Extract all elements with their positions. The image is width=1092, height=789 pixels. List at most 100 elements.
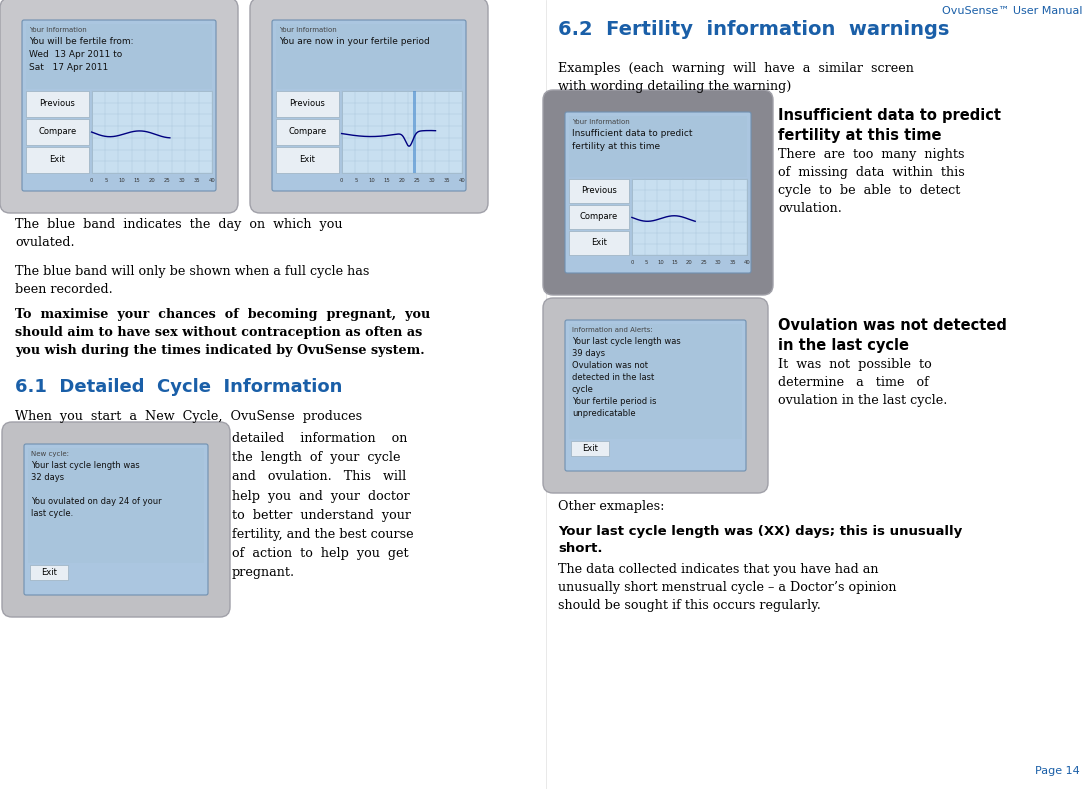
- Text: 15: 15: [133, 178, 140, 183]
- Text: 35: 35: [729, 260, 736, 265]
- Text: Ovulation was not: Ovulation was not: [572, 361, 648, 370]
- Text: 15: 15: [383, 178, 390, 183]
- Text: 25: 25: [414, 178, 420, 183]
- FancyBboxPatch shape: [0, 0, 238, 213]
- Text: 10: 10: [657, 260, 664, 265]
- Text: Other exmaples:: Other exmaples:: [558, 500, 665, 513]
- Text: 39 days: 39 days: [572, 349, 605, 358]
- Text: 15: 15: [672, 260, 678, 265]
- Text: Previous: Previous: [581, 186, 617, 196]
- Text: Sat   17 Apr 2011: Sat 17 Apr 2011: [29, 63, 108, 72]
- Text: 6.2  Fertility  information  warnings: 6.2 Fertility information warnings: [558, 20, 949, 39]
- Text: 0: 0: [630, 260, 633, 265]
- FancyBboxPatch shape: [22, 20, 216, 191]
- Text: last cycle.: last cycle.: [31, 509, 73, 518]
- FancyBboxPatch shape: [26, 119, 88, 145]
- FancyBboxPatch shape: [276, 147, 339, 173]
- FancyBboxPatch shape: [250, 0, 488, 213]
- Text: The blue band will only be shown when a full cycle has
been recorded.: The blue band will only be shown when a …: [15, 265, 369, 296]
- Text: 0: 0: [90, 178, 93, 183]
- FancyBboxPatch shape: [565, 320, 746, 471]
- Text: 6.1  Detailed  Cycle  Information: 6.1 Detailed Cycle Information: [15, 378, 343, 396]
- FancyBboxPatch shape: [276, 91, 339, 117]
- Text: 20: 20: [149, 178, 155, 183]
- Text: 25: 25: [700, 260, 708, 265]
- FancyBboxPatch shape: [29, 565, 68, 580]
- FancyBboxPatch shape: [413, 91, 416, 173]
- Text: Ovulation was not detected
in the last cycle: Ovulation was not detected in the last c…: [778, 318, 1007, 353]
- FancyBboxPatch shape: [28, 448, 204, 563]
- Text: 0: 0: [340, 178, 343, 183]
- Text: Exit: Exit: [299, 155, 316, 164]
- Text: 30: 30: [428, 178, 436, 183]
- FancyBboxPatch shape: [276, 119, 339, 145]
- Text: 32 days: 32 days: [31, 473, 64, 482]
- Text: 10: 10: [118, 178, 126, 183]
- Text: When  you  start  a  New  Cycle,  OvuSense  produces: When you start a New Cycle, OvuSense pro…: [15, 410, 363, 423]
- FancyBboxPatch shape: [569, 179, 629, 203]
- Text: You will be fertile from:: You will be fertile from:: [29, 37, 133, 46]
- FancyBboxPatch shape: [272, 20, 466, 191]
- Text: unpredicatable: unpredicatable: [572, 409, 636, 418]
- FancyBboxPatch shape: [569, 205, 629, 229]
- Text: Your Information: Your Information: [29, 27, 86, 33]
- Text: To  maximise  your  chances  of  becoming  pregnant,  you
should aim to have sex: To maximise your chances of becoming pre…: [15, 308, 430, 357]
- Text: Insufficient data to predict: Insufficient data to predict: [572, 129, 692, 138]
- Text: Previous: Previous: [289, 99, 325, 108]
- FancyBboxPatch shape: [92, 91, 212, 173]
- Text: Exit: Exit: [49, 155, 66, 164]
- Text: There  are  too  many  nights
of  missing  data  within  this
cycle  to  be  abl: There are too many nights of missing dat…: [778, 148, 964, 215]
- Text: Compare: Compare: [288, 127, 327, 136]
- Text: Compare: Compare: [580, 212, 618, 222]
- Text: 30: 30: [179, 178, 186, 183]
- Text: It  was  not  possible  to
determine   a   time   of
ovulation in the last cycle: It was not possible to determine a time …: [778, 358, 948, 407]
- FancyBboxPatch shape: [24, 444, 207, 595]
- FancyBboxPatch shape: [565, 112, 751, 273]
- Text: Previous: Previous: [39, 99, 75, 108]
- Text: Page 14: Page 14: [1035, 766, 1080, 776]
- Text: detected in the last: detected in the last: [572, 373, 654, 382]
- Text: Exit: Exit: [582, 443, 598, 453]
- Text: 20: 20: [399, 178, 405, 183]
- Text: 5: 5: [105, 178, 108, 183]
- FancyBboxPatch shape: [571, 441, 609, 456]
- Text: Your Information: Your Information: [572, 119, 630, 125]
- Text: 40: 40: [744, 260, 750, 265]
- FancyBboxPatch shape: [543, 298, 768, 493]
- Text: 35: 35: [443, 178, 450, 183]
- Text: Exit: Exit: [591, 238, 607, 248]
- FancyBboxPatch shape: [276, 24, 462, 89]
- FancyBboxPatch shape: [632, 179, 747, 255]
- FancyBboxPatch shape: [543, 90, 773, 295]
- Text: 20: 20: [686, 260, 692, 265]
- Text: Wed  13 Apr 2011 to: Wed 13 Apr 2011 to: [29, 50, 122, 59]
- Text: You ovulated on day 24 of your: You ovulated on day 24 of your: [31, 497, 162, 506]
- Text: 40: 40: [459, 178, 465, 183]
- FancyBboxPatch shape: [342, 91, 462, 173]
- FancyBboxPatch shape: [569, 231, 629, 255]
- Text: Information and Alerts:: Information and Alerts:: [572, 327, 653, 333]
- FancyBboxPatch shape: [2, 422, 230, 617]
- Text: 30: 30: [715, 260, 722, 265]
- FancyBboxPatch shape: [26, 147, 88, 173]
- Text: The data collected indicates that you have had an
unusually short menstrual cycl: The data collected indicates that you ha…: [558, 563, 897, 612]
- Text: You are now in your fertile period: You are now in your fertile period: [278, 37, 430, 46]
- Text: Your last cycle length was (XX) days; this is unusually
short.: Your last cycle length was (XX) days; th…: [558, 525, 962, 555]
- Text: Examples  (each  warning  will  have  a  similar  screen
with wording detailing : Examples (each warning will have a simil…: [558, 62, 914, 93]
- Text: The  blue  band  indicates  the  day  on  which  you
ovulated.: The blue band indicates the day on which…: [15, 218, 343, 249]
- Text: fertility at this time: fertility at this time: [572, 142, 661, 151]
- FancyBboxPatch shape: [569, 116, 747, 177]
- Text: OvuSense™ User Manual: OvuSense™ User Manual: [941, 6, 1082, 16]
- Text: Your Information: Your Information: [278, 27, 336, 33]
- Text: cycle: cycle: [572, 385, 594, 394]
- Text: Insufficient data to predict
fertility at this time: Insufficient data to predict fertility a…: [778, 108, 1001, 143]
- FancyBboxPatch shape: [26, 91, 88, 117]
- Text: Compare: Compare: [38, 127, 76, 136]
- Text: Your last cycle length was: Your last cycle length was: [31, 461, 140, 470]
- Text: 25: 25: [164, 178, 170, 183]
- FancyBboxPatch shape: [26, 24, 212, 89]
- Text: Your last cycle length was: Your last cycle length was: [572, 337, 680, 346]
- Text: Exit: Exit: [41, 567, 57, 577]
- Text: detailed    information    on
the  length  of  your  cycle
and   ovulation.   Th: detailed information on the length of yo…: [232, 432, 414, 579]
- Text: 5: 5: [644, 260, 648, 265]
